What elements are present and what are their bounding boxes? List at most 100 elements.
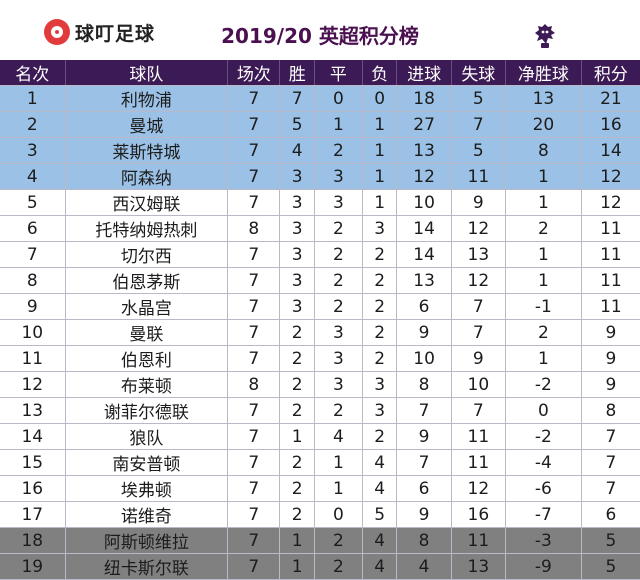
won-cell: 1: [279, 423, 316, 450]
team-cell: 埃弗顿: [65, 475, 229, 502]
rank-cell: 16: [0, 475, 66, 502]
goal-diff-cell: 1: [505, 189, 582, 216]
goals-for-cell: 13: [396, 137, 452, 164]
goal-diff-cell: -2: [505, 423, 582, 450]
lost-cell: 1: [362, 189, 398, 216]
rank-cell: 1: [0, 85, 66, 112]
points-cell: 11: [581, 293, 640, 320]
won-cell: 3: [279, 293, 316, 320]
team-cell: 诺维奇: [65, 501, 229, 528]
rank-cell: 10: [0, 319, 66, 346]
team-cell: 纽卡斯尔联: [65, 553, 229, 580]
goals-against-header: 失球: [451, 60, 506, 86]
drawn-cell: 3: [314, 345, 363, 372]
goals-for-cell: 27: [396, 111, 452, 138]
rank-cell: 17: [0, 501, 66, 528]
drawn-cell: 3: [314, 163, 363, 190]
table-row: 5 西汉姆联 7 3 3 1 10 9 1 12: [0, 189, 640, 216]
standings-table: 名次 球队 场次胜平负进球 失球 净胜球 积分 1 利物浦 7 7 0 0 18 5 13 21 2 曼城 7 5 1…: [0, 60, 640, 580]
points-cell: 5: [581, 553, 640, 580]
drawn-cell: 2: [314, 553, 363, 580]
goal-diff-cell: -4: [505, 449, 582, 476]
brand-logo: 球叮足球: [44, 18, 155, 46]
lost-cell: 2: [362, 423, 398, 450]
lost-cell: 3: [362, 371, 398, 398]
won-cell: 2: [279, 501, 316, 528]
drawn-cell: 2: [314, 293, 363, 320]
goals-against-cell: 11: [451, 423, 506, 450]
goals-for-cell: 8: [396, 527, 452, 554]
rank-cell: 15: [0, 449, 66, 476]
points-cell: 7: [581, 423, 640, 450]
drawn-cell: 3: [314, 371, 363, 398]
drawn-cell: 2: [314, 137, 363, 164]
goals-against-cell: 11: [451, 527, 506, 554]
won-cell: 1: [279, 527, 316, 554]
points-cell: 8: [581, 397, 640, 424]
lost-cell: 1: [362, 137, 398, 164]
lost-cell: 2: [362, 241, 398, 268]
table-row: 2 曼城 7 5 1 1 27 7 20 16: [0, 111, 640, 138]
won-cell: 3: [279, 241, 316, 268]
drawn-cell: 4: [314, 423, 363, 450]
goal-diff-cell: 1: [505, 241, 582, 268]
table-row: 19 纽卡斯尔联 7 1 2 4 4 13 -9 5: [0, 553, 640, 580]
rank-cell: 12: [0, 371, 66, 398]
drawn-cell: 0: [314, 501, 363, 528]
won-cell: 3: [279, 163, 316, 190]
rank-cell: 19: [0, 553, 66, 580]
goals-against-cell: 7: [451, 293, 506, 320]
table-row: 4 阿森纳 7 3 3 1 12 11 1 12: [0, 163, 640, 190]
played-cell: 7: [227, 241, 281, 268]
table-row: 6 托特纳姆热刺 8 3 2 3 14 12 2 11: [0, 215, 640, 242]
goals-against-cell: 10: [451, 371, 506, 398]
team-cell: 曼城: [65, 111, 229, 138]
team-cell: 莱斯特城: [65, 137, 229, 164]
goals-against-cell: 5: [451, 85, 506, 112]
goal-diff-cell: 13: [505, 85, 582, 112]
drawn-cell: 2: [314, 241, 363, 268]
goal-diff-cell: 2: [505, 319, 582, 346]
lost-cell: 5: [362, 501, 398, 528]
points-cell: 14: [581, 137, 640, 164]
rank-cell: 2: [0, 111, 66, 138]
goals-against-cell: 11: [451, 449, 506, 476]
team-cell: 狼队: [65, 423, 229, 450]
team-cell: 利物浦: [65, 85, 229, 112]
goals-against-cell: 12: [451, 475, 506, 502]
rank-cell: 3: [0, 137, 66, 164]
goal-diff-cell: 20: [505, 111, 582, 138]
drawn-cell: 3: [314, 189, 363, 216]
goal-diff-cell: 0: [505, 397, 582, 424]
goals-for-cell: 9: [396, 501, 452, 528]
played-cell: 7: [227, 397, 281, 424]
rank-cell: 18: [0, 527, 66, 554]
goals-against-cell: 16: [451, 501, 506, 528]
drawn-cell: 1: [314, 475, 363, 502]
lost-cell: 4: [362, 553, 398, 580]
rank-cell: 11: [0, 345, 66, 372]
team-cell: 托特纳姆热刺: [65, 215, 229, 242]
played-cell: 7: [227, 423, 281, 450]
points-cell: 11: [581, 241, 640, 268]
team-cell: 西汉姆联: [65, 189, 229, 216]
goal-diff-cell: -2: [505, 371, 582, 398]
brand-name: 球叮足球: [75, 22, 156, 45]
played-header: 场次: [227, 60, 281, 86]
table-row: 3 莱斯特城 7 4 2 1 13 5 8 14: [0, 137, 640, 164]
goal-diff-header: 净胜球: [505, 60, 582, 86]
rank-header: 名次: [0, 60, 66, 86]
goals-for-cell: 7: [396, 449, 452, 476]
goals-for-cell: 9: [396, 319, 452, 346]
points-cell: 11: [581, 215, 640, 242]
won-cell: 2: [279, 475, 316, 502]
won-cell: 2: [279, 449, 316, 476]
goal-diff-cell: 2: [505, 215, 582, 242]
goals-for-cell: 4: [396, 553, 452, 580]
team-cell: 切尔西: [65, 241, 229, 268]
points-cell: 16: [581, 111, 640, 138]
played-cell: 7: [227, 501, 281, 528]
goals-against-cell: 13: [451, 241, 506, 268]
rank-cell: 9: [0, 293, 66, 320]
table-row: 8 伯恩茅斯 7 3 2 2 13 12 1 11: [0, 267, 640, 294]
